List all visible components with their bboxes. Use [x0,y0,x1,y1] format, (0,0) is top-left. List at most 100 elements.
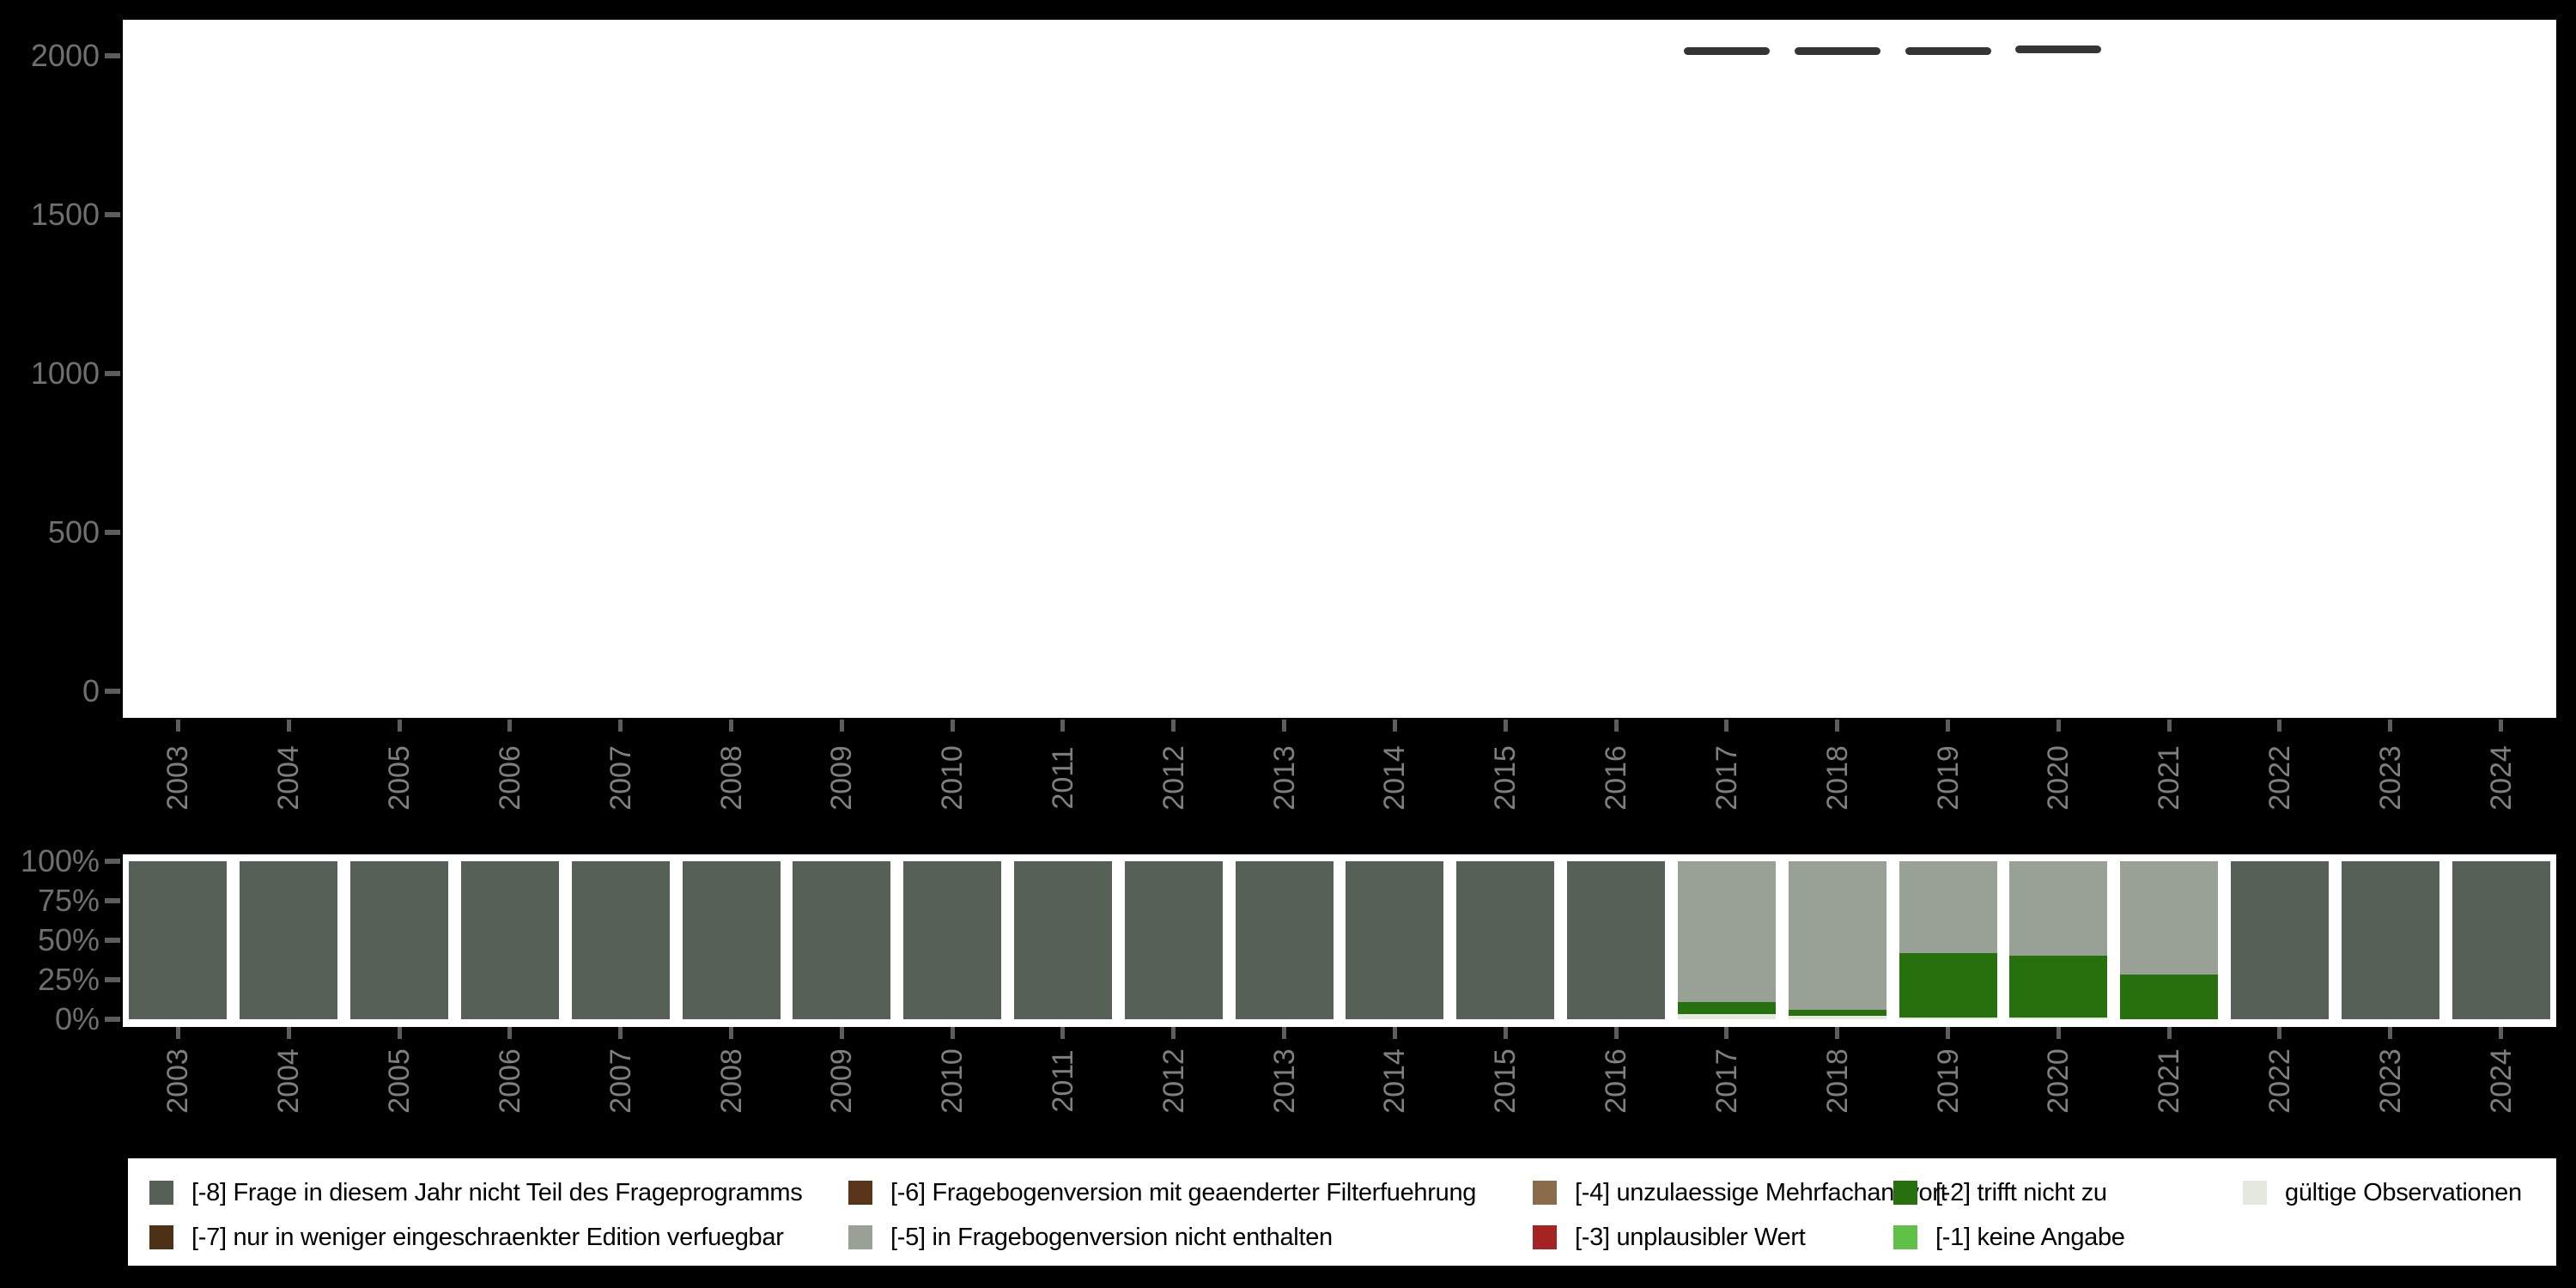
x-axis-year-label: 2024 [2484,745,2518,811]
stacked-bar-2019 [1899,861,1997,1019]
y-axis-tick [105,530,120,535]
x-axis-tick [1282,1027,1287,1039]
stacked-bar-2010 [903,861,1002,1019]
x-axis-year-label: 2015 [1489,1048,1522,1114]
x-axis-year-label: 2017 [1710,1048,1743,1114]
y-axis-tick [105,212,120,217]
stacked-bar-2004 [240,861,338,1019]
x-axis-tick [839,720,844,732]
legend: [-8] Frage in diesem Jahr nicht Teil des… [128,1158,2556,1266]
x-axis-tick [1503,1027,1508,1039]
x-axis-tick [1392,1027,1397,1039]
y-axis-tick [105,371,120,376]
legend-swatch--1 [1893,1225,1917,1249]
y-axis-tick-label: 2000 [30,38,100,73]
x-axis-year-label: 2003 [161,745,195,811]
bar-segment-valid [1788,1016,1886,1019]
legend-swatch--8 [149,1181,173,1205]
legend-swatch--5 [848,1225,872,1249]
x-axis-year-label: 2016 [1600,1048,1633,1114]
x-axis-year-label: 2010 [936,745,969,811]
bar-segment--2 [1899,952,1997,1018]
y-axis-tick-label: 100% [20,843,100,878]
x-axis-year-label: 2006 [493,1048,526,1114]
y-axis-tick-label: 1500 [30,197,100,232]
x-axis-year-label: 2005 [383,1048,416,1114]
x-axis-tick [1392,720,1397,732]
bar-segment--8 [903,861,1002,1019]
count-dash-marker [2015,46,2102,54]
legend-label--1: [-1] keine Angabe [1935,1224,2125,1251]
bar-segment-valid [1899,1018,1997,1019]
y-axis-tick-label: 25% [37,962,100,997]
legend-swatch--3 [1533,1225,1557,1249]
bar-segment--5 [1788,861,1886,1010]
bar-segment--8 [1013,861,1112,1019]
x-axis-tick [839,1027,844,1039]
bar-segment--8 [350,861,449,1019]
count-dash-marker [1794,46,1880,55]
x-axis-tick [618,720,623,732]
x-axis-year-label: 2019 [1931,745,1965,811]
legend-label--2: [-2] trifft nicht zu [1935,1179,2107,1206]
legend-label--6: [-6] Fragebogenversion mit geaenderter F… [890,1179,1477,1206]
bar-segment-valid [2009,1018,2108,1019]
bar-segment--8 [1346,861,1444,1019]
x-axis-year-label: 2007 [604,745,637,811]
legend-label--7: [-7] nur in weniger eingeschraenkter Edi… [191,1224,784,1251]
x-axis-tick [729,720,733,732]
x-axis-year-label: 2016 [1600,745,1633,811]
y-axis-tick-label: 0 [82,673,100,708]
x-axis-tick [397,1027,402,1039]
x-axis-tick [1835,1027,1840,1039]
stacked-bar-2024 [2451,861,2550,1019]
bar-segment--5 [2009,861,2108,957]
stacked-bar-2015 [1456,861,1555,1019]
bar-segment--2 [2009,956,2108,1018]
y-axis-tick [105,689,120,694]
stacked-bar-2016 [1567,861,1666,1019]
x-axis-tick [1060,1027,1066,1039]
y-axis-tick [105,898,120,903]
bar-segment--5 [1677,861,1776,1002]
x-axis-tick [950,720,955,732]
y-axis-tick-label: 500 [47,514,100,550]
x-axis-tick [1060,720,1066,732]
stacked-bar-2020 [2009,861,2108,1019]
x-axis-tick [2388,720,2393,732]
x-axis-tick [2166,1027,2172,1039]
legend-label--4: [-4] unzulaessige Mehrfachantwort [1575,1179,1947,1206]
bar-segment--2 [1788,1009,1886,1017]
x-axis-year-label: 2023 [2373,745,2407,811]
stacked-bar-2009 [793,861,891,1019]
x-axis-year-label: 2023 [2373,1048,2407,1114]
x-axis-year-label: 2021 [2153,1048,2186,1114]
percent-chart-plot [123,854,2556,1027]
x-axis-tick [1835,720,1840,732]
x-axis-tick [2277,720,2282,732]
x-axis-year-label: 2003 [161,1048,195,1114]
stacked-bar-2023 [2341,861,2439,1019]
x-axis-tick [175,720,180,732]
x-axis-year-label: 2018 [1820,745,1854,811]
stacked-bar-2014 [1346,861,1444,1019]
legend-swatch-valid [2243,1181,2267,1205]
bar-segment--8 [2341,861,2439,1019]
x-axis-tick [2166,720,2172,732]
x-axis-year-label: 2022 [2263,745,2296,811]
legend-label--8: [-8] Frage in diesem Jahr nicht Teil des… [191,1179,803,1206]
x-axis-year-label: 2008 [714,745,748,811]
legend-label-valid: gültige Observationen [2285,1179,2522,1206]
bar-segment--2 [1677,1001,1776,1015]
stacked-bar-2011 [1013,861,1112,1019]
x-axis-year-label: 2013 [1267,745,1301,811]
stacked-bar-2013 [1235,861,1334,1019]
legend-label--5: [-5] in Fragebogenversion nicht enthalte… [890,1224,1333,1251]
x-axis-tick [1946,720,1950,732]
bar-segment--8 [1456,861,1555,1019]
bar-segment--8 [460,861,559,1019]
x-axis-tick [950,1027,955,1039]
x-axis-year-label: 2020 [2042,745,2075,811]
x-axis-tick [286,1027,291,1039]
